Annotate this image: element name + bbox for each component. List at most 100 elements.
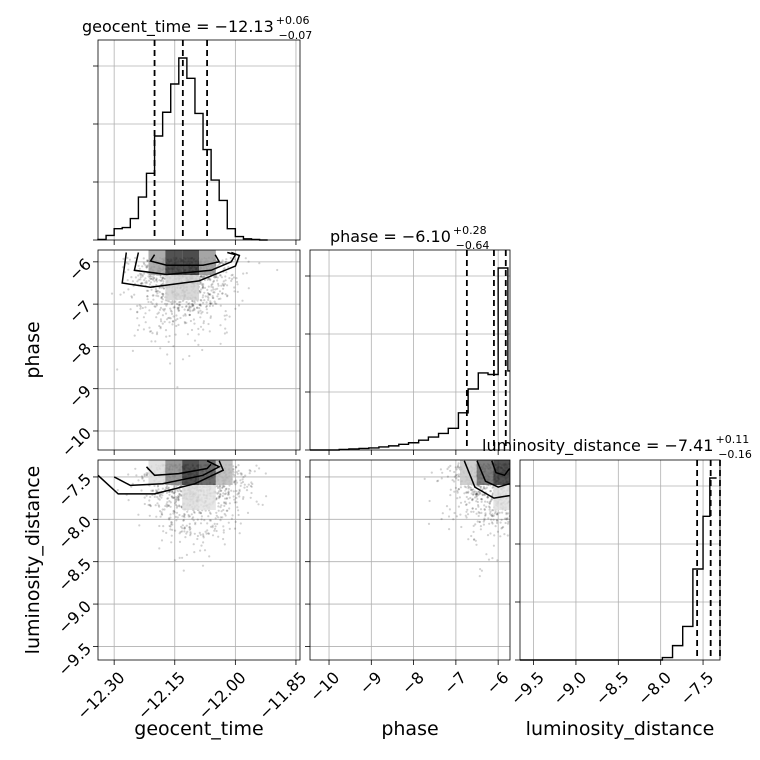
sample-point xyxy=(231,514,234,517)
sample-point xyxy=(116,489,119,492)
sample-point xyxy=(200,282,203,285)
sample-point xyxy=(518,487,520,489)
sample-point xyxy=(169,501,172,504)
sample-point xyxy=(202,294,205,297)
sample-point xyxy=(454,486,457,489)
sample-point xyxy=(149,281,153,284)
y-tick-label: −8.5 xyxy=(54,554,95,595)
sample-point xyxy=(522,477,524,479)
sample-point xyxy=(171,528,174,532)
sample-point xyxy=(137,513,140,516)
sample-point xyxy=(490,498,494,501)
sample-point xyxy=(220,261,223,264)
sample-point xyxy=(528,471,530,473)
sample-point xyxy=(505,518,508,521)
sample-point xyxy=(478,490,481,493)
sample-point xyxy=(235,277,238,280)
sample-point xyxy=(205,301,208,304)
sample-point xyxy=(238,488,241,491)
sample-point xyxy=(177,499,180,502)
sample-point xyxy=(216,295,219,298)
sample-point xyxy=(427,522,431,526)
sample-point xyxy=(148,503,151,506)
sample-point xyxy=(563,492,565,494)
sample-point xyxy=(218,495,222,498)
sample-point xyxy=(179,300,182,304)
sample-point xyxy=(485,505,488,508)
sample-point xyxy=(529,473,531,475)
sample-point xyxy=(485,486,488,489)
sample-point xyxy=(151,489,155,492)
sample-point xyxy=(475,484,478,487)
sample-point xyxy=(524,499,526,501)
sample-point xyxy=(158,279,161,282)
sample-point xyxy=(169,525,172,528)
sample-point xyxy=(482,523,485,526)
sample-point xyxy=(213,300,216,303)
sample-point xyxy=(526,508,528,510)
sample-point xyxy=(235,481,239,484)
sample-point xyxy=(514,470,516,472)
sample-point xyxy=(476,492,479,495)
sample-point xyxy=(224,261,227,264)
sample-point xyxy=(215,529,218,533)
sample-point xyxy=(487,517,490,520)
sample-point xyxy=(188,308,191,311)
sample-point xyxy=(160,496,163,499)
sample-point xyxy=(523,463,525,465)
sample-point xyxy=(503,533,506,536)
sample-point xyxy=(514,503,516,505)
sample-point xyxy=(154,288,157,291)
sample-point xyxy=(457,462,460,465)
sample-point xyxy=(473,538,476,541)
sample-point xyxy=(176,516,179,519)
sample-point xyxy=(488,502,491,505)
sample-point xyxy=(209,278,212,281)
sample-point xyxy=(181,299,184,302)
sample-point xyxy=(151,277,154,280)
sample-point xyxy=(557,481,559,483)
sample-point xyxy=(528,482,530,484)
sample-point xyxy=(162,308,165,311)
sample-point xyxy=(225,314,228,317)
sample-point xyxy=(177,498,180,501)
sample-point xyxy=(233,480,236,483)
sample-point xyxy=(169,317,172,320)
sample-point xyxy=(465,491,468,494)
sample-point xyxy=(191,309,194,312)
sample-point xyxy=(477,490,480,494)
sample-point xyxy=(155,515,158,518)
sample-point xyxy=(527,478,529,480)
sample-point xyxy=(441,512,444,515)
sample-point xyxy=(535,477,537,479)
sample-point xyxy=(470,492,473,495)
sample-point xyxy=(145,266,148,269)
sample-point xyxy=(221,494,224,498)
sample-point xyxy=(206,278,209,281)
contour-level-2 xyxy=(113,460,221,487)
sample-point xyxy=(201,310,204,314)
sample-point xyxy=(168,334,171,338)
sample-point xyxy=(469,488,472,491)
sample-point xyxy=(148,274,151,277)
sample-point xyxy=(237,509,240,512)
sample-point xyxy=(180,530,184,533)
sample-point xyxy=(537,520,539,522)
sample-point xyxy=(493,512,497,515)
sample-point xyxy=(224,492,227,495)
sample-point xyxy=(162,280,165,283)
sample-point xyxy=(151,275,154,278)
sample-point xyxy=(231,273,234,276)
sample-point xyxy=(515,495,517,497)
sample-point xyxy=(526,476,528,478)
sample-point xyxy=(177,494,180,498)
sample-point xyxy=(154,340,157,343)
sample-point xyxy=(171,496,174,499)
sample-point xyxy=(189,531,192,534)
sample-point xyxy=(183,308,186,311)
sample-point xyxy=(172,345,175,348)
sample-point xyxy=(183,514,186,518)
sample-point xyxy=(511,466,513,468)
sample-point xyxy=(233,290,236,293)
sample-point xyxy=(484,500,487,503)
